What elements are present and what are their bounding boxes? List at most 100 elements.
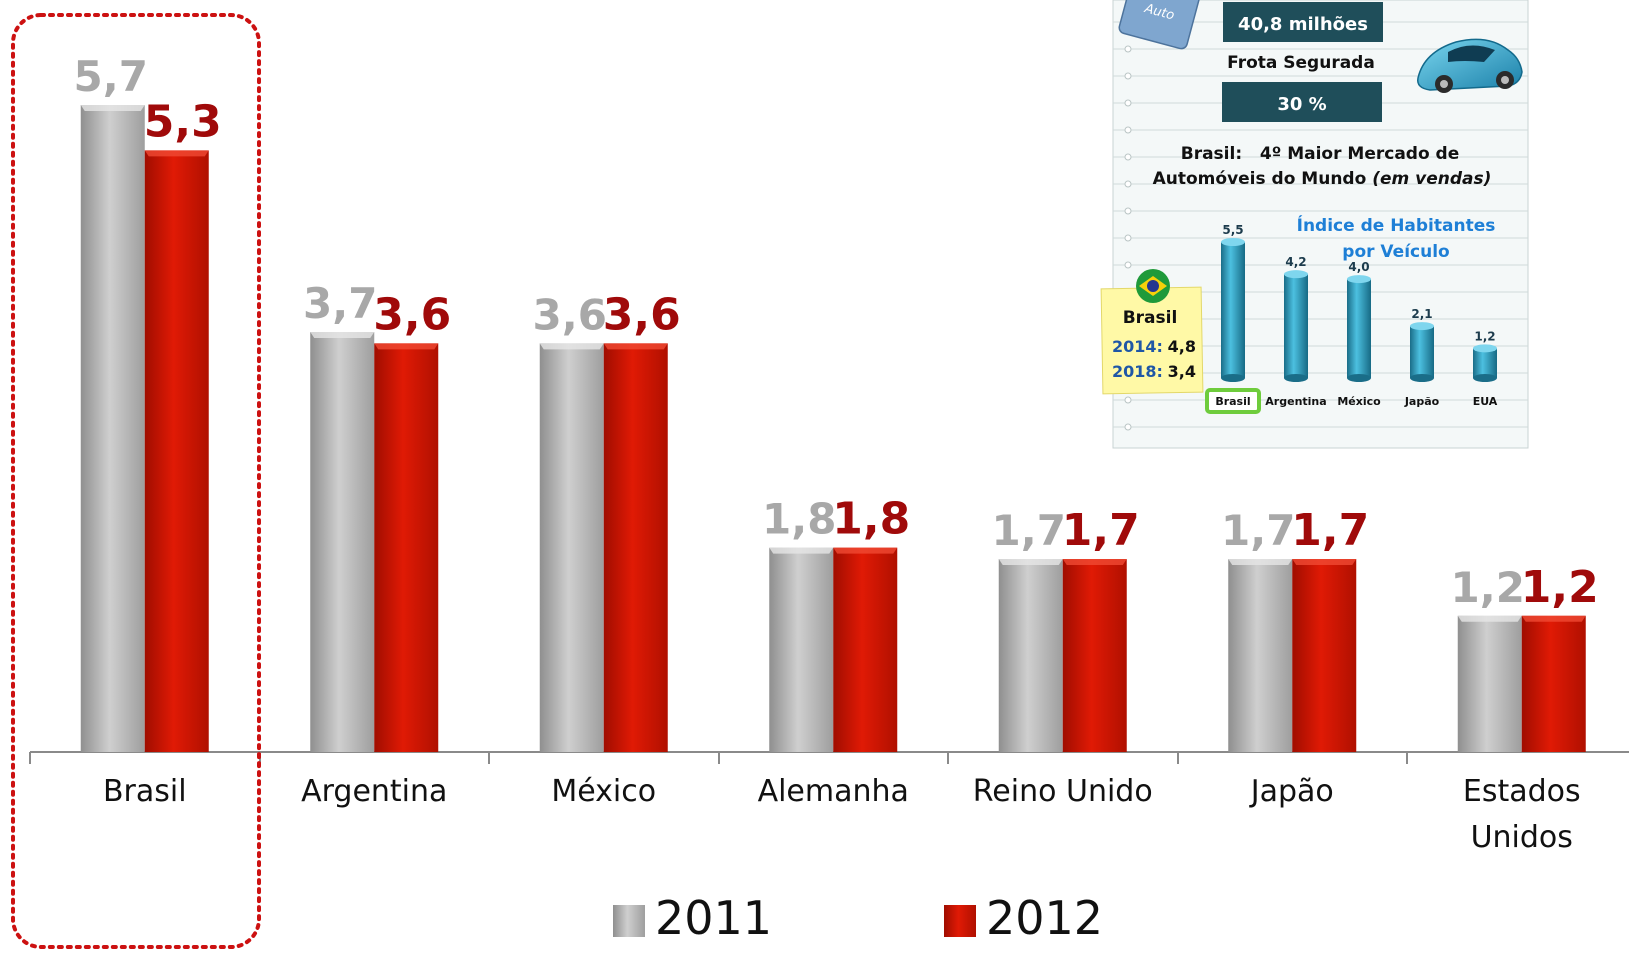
bar-top-2012-alemanha <box>833 547 898 554</box>
bar-top-2011-alemanha <box>769 547 834 554</box>
market-line-2: Automóveis do Mundo (em vendas) <box>1153 169 1492 189</box>
mini-data-label-mexico: 4,0 <box>1348 260 1369 274</box>
percent-box <box>1222 82 1382 122</box>
binding-hole <box>1124 261 1132 269</box>
mini-bar-brasil <box>1221 242 1245 378</box>
mini-bar-base-mexico <box>1347 374 1371 382</box>
mini-bar-base-argentina <box>1284 374 1308 382</box>
data-label-2011-argentina: 3,7 <box>303 279 377 328</box>
mini-data-label-argentina: 4,2 <box>1285 255 1306 269</box>
note-value-1: 4,8 <box>1168 337 1196 356</box>
bar-2012-reino-unido <box>1062 559 1127 752</box>
binding-hole <box>1124 207 1132 215</box>
market-line-2-italic: (em vendas) <box>1372 169 1491 189</box>
note-title: Brasil <box>1123 308 1178 328</box>
mini-bar-chart: 5,5 Brasil 4,2 Argentina 4,0 México 2,1 Japão 1,… <box>1205 223 1498 414</box>
binding-hole <box>1124 234 1132 242</box>
mini-bar-base-eua <box>1473 374 1497 382</box>
mini-bar-mexico <box>1347 279 1371 378</box>
percent-value: 30 % <box>1277 94 1326 115</box>
mini-bar-base-japao <box>1410 374 1434 382</box>
car-icon <box>1417 38 1523 93</box>
binding-hole <box>1124 45 1132 53</box>
data-label-2012-brasil: 5,3 <box>144 96 222 147</box>
data-label-2012-alemanha: 1,8 <box>832 494 910 545</box>
data-label-2011-brasil: 5,7 <box>74 52 148 101</box>
binding-hole <box>1124 72 1132 80</box>
mini-category-label-eua: EUA <box>1473 395 1498 408</box>
bar-top-2011-estados-unidos <box>1457 615 1522 622</box>
fleet-label: Frota Segurada <box>1227 53 1375 73</box>
sticky-note: Brasil 2014: 4,8 2018: 3,4 <box>1100 269 1204 395</box>
legend: 2011 2012 <box>613 891 1103 945</box>
bar-2012-argentina <box>374 343 439 752</box>
auto-tag-icon: Auto <box>1118 0 1201 50</box>
mini-bar-argentina <box>1284 274 1308 378</box>
mini-data-label-japao: 2,1 <box>1411 307 1432 321</box>
binding-hole <box>1124 396 1132 404</box>
mini-data-label-eua: 1,2 <box>1474 329 1495 343</box>
mini-bar-top-brasil <box>1221 238 1245 246</box>
mini-bar-top-mexico <box>1347 275 1371 284</box>
bar-2011-alemanha <box>769 547 834 752</box>
bar-2011-reino-unido <box>998 559 1063 752</box>
mini-chart-title-2: por Veículo <box>1342 242 1449 262</box>
fleet-value-box <box>1223 2 1383 42</box>
bar-top-2012-brasil <box>144 150 209 157</box>
brazil-flag-icon <box>1136 269 1170 303</box>
note-value-2: 3,4 <box>1168 362 1196 381</box>
binding-hole <box>1124 99 1132 107</box>
bar-top-2012-estados-unidos <box>1521 615 1586 622</box>
x-axis-ticks <box>29 752 1408 764</box>
category-label-reino-unido: Reino Unido <box>973 774 1153 809</box>
mini-category-label-brasil: Brasil <box>1215 395 1250 408</box>
market-line-2-text: Automóveis do Mundo <box>1153 169 1367 189</box>
category-label-mexico: México <box>551 774 656 809</box>
bar-top-2011-argentina <box>310 332 375 339</box>
data-label-2012-mexico: 3,6 <box>603 289 681 340</box>
category-label-alemanha: Alemanha <box>758 774 909 809</box>
mini-chart-title-1: Índice de Habitantes <box>1297 214 1496 236</box>
mini-bar-base-brasil <box>1221 374 1245 382</box>
category-label-japao: Japão <box>1249 774 1334 809</box>
bar-2011-japao <box>1228 559 1293 752</box>
note-year-1: 2014: <box>1112 337 1163 356</box>
bar-top-2011-mexico <box>539 343 604 350</box>
mini-bar-top-japao <box>1410 322 1434 331</box>
legend-item-2012: 2012 <box>944 891 1103 945</box>
brasil-highlight-box <box>11 13 261 949</box>
legend-item-2011: 2011 <box>613 891 772 945</box>
legend-label-2012: 2012 <box>986 891 1103 945</box>
bar-2012-alemanha <box>833 547 898 752</box>
category-label-estados-unidos: Estados <box>1463 774 1581 809</box>
mini-category-label-mexico: México <box>1337 395 1381 408</box>
bar-2012-estados-unidos <box>1521 615 1586 752</box>
data-label-2011-mexico: 3,6 <box>533 290 607 339</box>
legend-swatch-2012 <box>944 905 976 937</box>
mini-category-label-argentina: Argentina <box>1265 395 1326 408</box>
fleet-value: 40,8 milhões <box>1238 14 1368 35</box>
category-label-estados-unidos: Unidos <box>1471 820 1573 855</box>
mini-highlight-box <box>1205 388 1261 414</box>
bar-top-2011-japao <box>1228 559 1293 566</box>
binding-hole <box>1124 423 1132 431</box>
data-label-2011-alemanha: 1,8 <box>762 495 836 544</box>
x-axis-labels: Brasil Argentina México Alemanha Reino Unido… <box>103 774 1581 855</box>
bar-top-2012-argentina <box>374 343 439 350</box>
bar-2012-japao <box>1292 559 1357 752</box>
bar-top-2012-japao <box>1292 559 1357 566</box>
binding-hole <box>1124 180 1132 188</box>
category-label-argentina: Argentina <box>301 774 447 809</box>
data-label-2012-japao: 1,7 <box>1291 505 1369 556</box>
bar-2011-estados-unidos <box>1457 615 1522 752</box>
main-bars: 5,75,33,73,6 3,63,61,81,8 1,71,7 1,71,71,21… <box>74 52 1599 752</box>
mini-bar-top-eua <box>1473 344 1497 353</box>
mini-bar-japao <box>1410 326 1434 378</box>
main-bar-chart: 5,75,33,73,6 3,63,61,81,8 1,71,7 1,71,71,21… <box>11 13 1629 949</box>
data-label-2012-reino-unido: 1,7 <box>1062 505 1140 556</box>
mini-data-label-brasil: 5,5 <box>1222 223 1243 237</box>
binding-hole <box>1124 126 1132 134</box>
data-label-2011-japao: 1,7 <box>1221 506 1295 555</box>
note-year-2: 2018: <box>1112 362 1163 381</box>
